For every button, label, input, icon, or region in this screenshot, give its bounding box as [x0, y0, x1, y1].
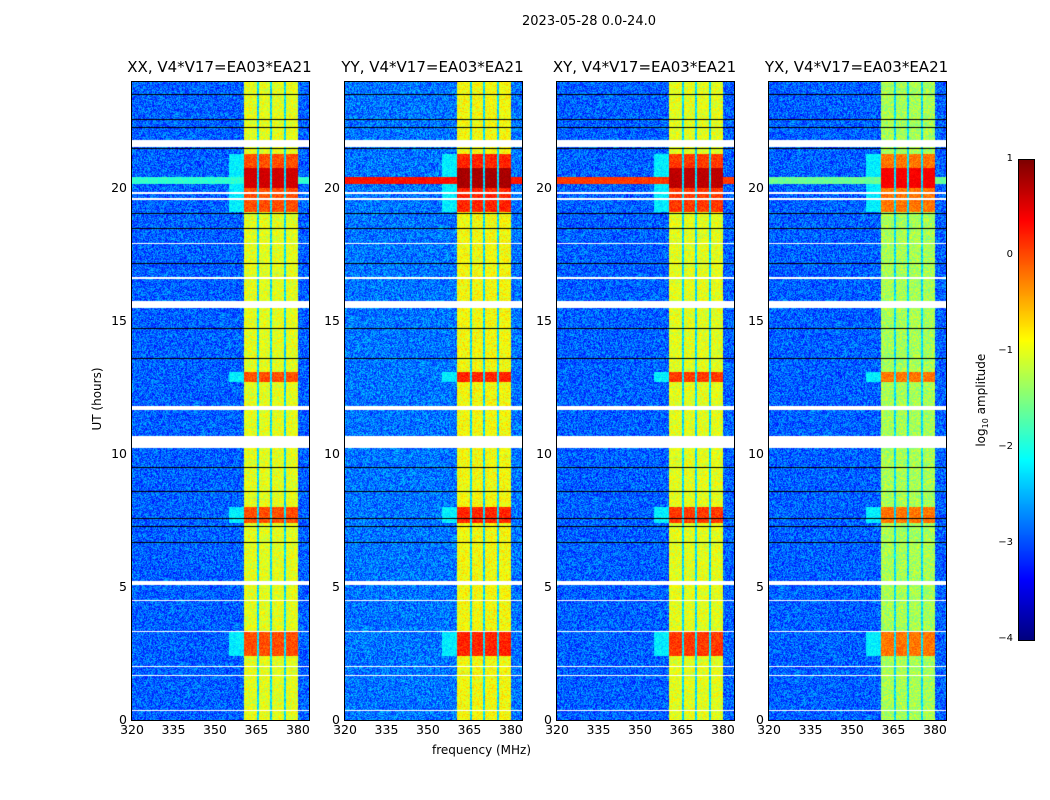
- y-tick-label: 5: [544, 579, 552, 595]
- y-tick-label: 10: [536, 446, 552, 462]
- panel-0: [131, 81, 310, 721]
- y-tick-label: 20: [111, 180, 127, 196]
- x-tick-label: 320: [333, 722, 357, 737]
- colorbar-tick-label: 0: [1006, 249, 1013, 260]
- panel-title: XX, V4*V17=EA03*EA21: [127, 58, 312, 76]
- x-tick-label: 320: [545, 722, 569, 737]
- x-tick-label: 335: [586, 722, 611, 737]
- x-tick-label: 380: [499, 722, 523, 737]
- colorbar-tick-label: −4: [998, 633, 1013, 644]
- y-tick-label: 5: [756, 579, 764, 595]
- colorbar-tick-label: −1: [998, 345, 1013, 356]
- x-tick-label: 365: [457, 722, 482, 737]
- y-tick-label: 10: [324, 446, 340, 462]
- x-tick-label: 320: [757, 722, 781, 737]
- y-axis-label: UT (hours): [90, 367, 104, 431]
- x-tick-label: 335: [161, 722, 186, 737]
- y-tick-label: 10: [111, 446, 127, 462]
- panel-1: [344, 81, 523, 721]
- x-tick-label: 320: [120, 722, 144, 737]
- figure-suptitle: 2023-05-28 0.0-24.0: [522, 14, 656, 29]
- heatmap: [769, 82, 946, 720]
- x-tick-label: 335: [798, 722, 823, 737]
- panel-title: XY, V4*V17=EA03*EA21: [552, 58, 737, 76]
- colorbar-gradient: [1019, 160, 1034, 640]
- heatmap: [345, 82, 522, 720]
- y-tick-label: 15: [748, 313, 764, 329]
- colorbar-tick-label: −3: [998, 537, 1013, 548]
- x-axis-label: frequency (MHz): [432, 743, 532, 757]
- y-tick-label: 15: [111, 313, 127, 329]
- x-tick-label: 380: [923, 722, 947, 737]
- panel-2: [556, 81, 735, 721]
- colorbar-tick-label: 1: [1006, 153, 1013, 164]
- x-tick-label: 350: [840, 722, 864, 737]
- heatmap: [132, 82, 309, 720]
- x-tick-label: 365: [881, 722, 906, 737]
- panel-3: [768, 81, 947, 721]
- panel-title: YX, V4*V17=EA03*EA21: [764, 58, 949, 76]
- y-tick-label: 20: [324, 180, 340, 196]
- x-tick-label: 380: [711, 722, 735, 737]
- x-tick-label: 365: [244, 722, 269, 737]
- colorbar-label: log10 amplitude: [973, 353, 991, 447]
- x-tick-label: 365: [669, 722, 694, 737]
- y-tick-label: 20: [748, 180, 764, 196]
- colorbar-tick-label: −2: [998, 441, 1013, 452]
- x-tick-label: 350: [203, 722, 227, 737]
- x-tick-label: 350: [416, 722, 440, 737]
- x-tick-label: 380: [286, 722, 310, 737]
- y-tick-label: 0: [119, 712, 127, 727]
- y-tick-label: 0: [332, 712, 340, 727]
- y-tick-label: 0: [756, 712, 764, 727]
- x-tick-label: 350: [628, 722, 652, 737]
- panel-title: YY, V4*V17=EA03*EA21: [341, 58, 524, 76]
- y-tick-label: 5: [119, 579, 127, 595]
- y-tick-label: 20: [536, 180, 552, 196]
- colorbar: [1018, 159, 1035, 641]
- y-tick-label: 10: [748, 446, 764, 462]
- y-tick-label: 5: [332, 579, 340, 595]
- y-tick-label: 15: [324, 313, 340, 329]
- heatmap: [557, 82, 734, 720]
- y-tick-label: 15: [536, 313, 552, 329]
- x-tick-label: 335: [374, 722, 399, 737]
- y-tick-label: 0: [544, 712, 552, 727]
